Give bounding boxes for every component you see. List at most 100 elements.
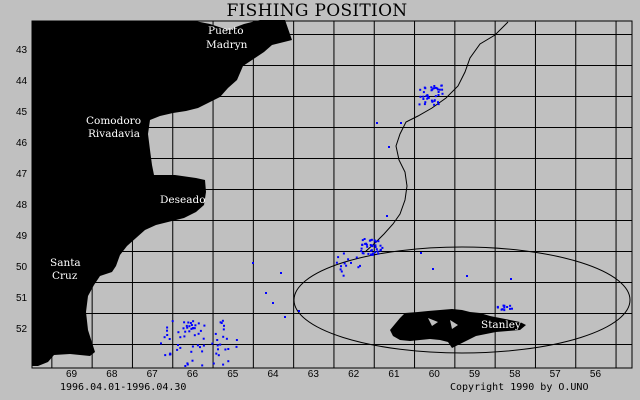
fishing-point <box>191 359 194 362</box>
fishing-point <box>176 348 179 351</box>
fishing-point <box>343 262 346 265</box>
fishing-point <box>506 306 509 308</box>
fishing-point <box>186 326 189 329</box>
falkland-islands <box>390 309 526 348</box>
fishing-point <box>496 306 499 309</box>
fishing-point <box>216 339 219 341</box>
lon-label: 57 <box>550 369 562 380</box>
fishing-point <box>220 322 223 324</box>
fishing-point <box>422 95 425 98</box>
falkland-notch-2 <box>450 320 458 329</box>
fishing-point <box>235 345 238 348</box>
fishing-point <box>184 365 187 367</box>
fishing-point <box>432 268 434 270</box>
fishing-point <box>193 334 196 337</box>
fishing-point <box>188 330 191 333</box>
fishing-point <box>337 256 340 259</box>
fishing-point <box>160 342 162 345</box>
lon-label: 58 <box>509 369 521 380</box>
fishing-point <box>433 99 436 102</box>
fishing-point <box>433 87 436 90</box>
fishing-point <box>203 324 206 327</box>
fishing-point <box>423 86 426 89</box>
fishing-point <box>427 96 430 99</box>
fishing-point <box>430 86 433 89</box>
fishing-point <box>214 332 217 335</box>
lat-label: 51 <box>16 293 28 304</box>
fishing-point <box>182 327 185 330</box>
fishing-point <box>419 88 422 91</box>
fishing-point <box>370 238 373 241</box>
lon-label: 67 <box>147 369 159 380</box>
fishing-point <box>221 319 224 322</box>
fishing-point <box>422 98 425 100</box>
fishing-point <box>284 316 286 318</box>
fishing-point <box>183 335 186 338</box>
fishing-point <box>388 146 390 148</box>
fishing-point <box>171 320 174 323</box>
fishing-point <box>193 327 196 330</box>
fishing-point <box>369 244 372 246</box>
fishing-point <box>199 346 201 349</box>
fishing-point <box>166 329 168 332</box>
fishing-point <box>509 304 512 307</box>
fishing-point <box>186 363 189 366</box>
fishing-point <box>335 261 338 264</box>
fishing-point <box>359 264 361 267</box>
lon-label: 69 <box>66 369 78 380</box>
fishing-point <box>437 94 440 96</box>
fishing-point <box>227 348 230 350</box>
fishing-point <box>372 253 374 256</box>
lat-label: 49 <box>16 231 28 242</box>
fishing-point <box>201 364 204 367</box>
fishing-point <box>194 324 197 327</box>
fishing-point <box>376 122 378 124</box>
label-stanley: Stanley <box>481 319 521 331</box>
fishing-point <box>364 242 367 245</box>
fishing-point <box>422 91 425 94</box>
fishing-point <box>437 88 439 91</box>
fishing-point <box>177 331 180 334</box>
fishing-point <box>225 337 228 340</box>
fishing-point <box>340 265 342 268</box>
fishing-point <box>365 243 368 246</box>
fishing-point <box>216 344 219 347</box>
fishing-point <box>373 239 376 242</box>
fishing-point <box>339 268 342 271</box>
fishing-point <box>355 256 358 259</box>
fishing-point <box>265 292 267 294</box>
falklands-zone-ellipse <box>293 246 631 354</box>
fishing-point <box>222 335 225 338</box>
fishing-point <box>381 246 384 249</box>
fishing-point <box>190 350 193 353</box>
fishing-point <box>342 274 345 277</box>
fishing-points <box>160 84 513 367</box>
fishing-point <box>190 327 193 330</box>
lat-label: 43 <box>16 45 28 56</box>
fishing-point <box>360 247 363 250</box>
lon-label: 59 <box>469 369 481 380</box>
fishing-point <box>350 261 352 264</box>
fishing-point <box>191 327 194 330</box>
lon-label: 64 <box>268 369 280 380</box>
fishing-point <box>369 239 372 242</box>
fishing-point <box>436 87 439 90</box>
map-title: FISHING POSITION <box>227 1 408 21</box>
fishing-point <box>223 324 225 327</box>
fishing-point <box>179 336 182 339</box>
fishing-point <box>345 264 348 267</box>
fishing-point <box>219 321 222 324</box>
fishing-point <box>197 322 200 325</box>
fishing-point <box>185 324 188 327</box>
fishing-point <box>441 92 444 95</box>
lat-label: 48 <box>16 200 28 211</box>
fishing-point <box>431 88 434 91</box>
lat-label: 47 <box>16 169 28 180</box>
fishing-point <box>374 240 377 243</box>
fishing-point <box>437 91 440 93</box>
fishing-point <box>164 354 167 357</box>
fishing-point <box>191 345 194 348</box>
lat-label: 46 <box>16 138 28 149</box>
fishing-point <box>511 307 513 310</box>
fishing-point <box>361 239 364 242</box>
